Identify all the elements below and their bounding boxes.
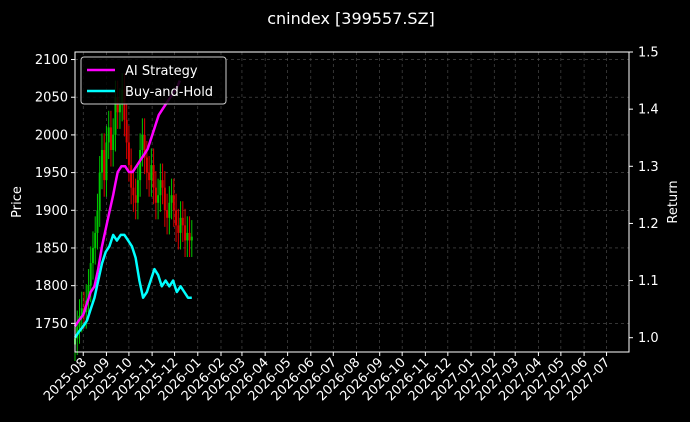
y2-tick-label: 1.5	[638, 46, 659, 61]
candle-body	[166, 210, 169, 218]
candle-body	[132, 187, 135, 196]
candle-body	[143, 134, 146, 158]
candle-body	[127, 142, 130, 166]
candle-body	[190, 236, 193, 241]
candle-body	[175, 210, 178, 226]
candle-body	[125, 119, 128, 143]
candle-body	[157, 195, 160, 203]
right-y-axis: 1.0 1.1 1.2 1.3 1.4 1.5	[629, 46, 659, 346]
candle-body	[89, 263, 92, 286]
candle-body	[100, 149, 103, 173]
series-line-buy-and-hold	[73, 233, 192, 339]
y-tick-label: 1800	[35, 279, 68, 294]
candle-body	[145, 157, 148, 173]
candle-body	[163, 187, 166, 211]
y-tick-label: 1850	[35, 241, 68, 256]
candle-body	[161, 180, 164, 188]
candle-body	[159, 180, 162, 196]
y-tick-label: 1900	[35, 204, 68, 219]
return-lines	[73, 80, 192, 339]
candle-body	[186, 232, 189, 241]
y-tick-label: 2000	[35, 128, 68, 143]
chart-title: cnindex [399557.SZ]	[267, 9, 435, 28]
candle-body	[112, 134, 115, 150]
price-candles	[74, 73, 193, 362]
candle-body	[130, 165, 133, 188]
legend-label-buy-and-hold: Buy-and-Hold	[125, 85, 213, 100]
candle-body	[105, 142, 108, 181]
legend-box	[80, 56, 227, 105]
candle-body	[98, 172, 101, 211]
candle-body	[80, 308, 83, 316]
candle-body	[184, 225, 187, 241]
candle-body	[123, 89, 126, 120]
candle-body	[154, 187, 157, 203]
plot-frame	[74, 51, 630, 353]
candle-body	[179, 217, 182, 233]
candle-body	[118, 104, 121, 113]
candle-body	[188, 232, 191, 241]
y-axis-label: Price	[10, 186, 25, 218]
y2-axis-label: Return	[666, 180, 681, 223]
y-tick-label: 2050	[35, 91, 68, 106]
series-line-ai-strategy	[73, 80, 181, 327]
y2-tick-label: 1.3	[638, 160, 659, 175]
candle-body	[107, 127, 110, 143]
candle-body	[150, 165, 153, 181]
legend: AI Strategy Buy-and-Hold	[80, 56, 227, 105]
candle-body	[181, 217, 184, 226]
candle-body	[136, 180, 139, 203]
candle-body	[116, 97, 119, 113]
candle-body	[109, 127, 112, 150]
candle-body	[94, 232, 97, 248]
candle-body	[168, 202, 171, 218]
y2-tick-label: 1.4	[638, 103, 659, 118]
y2-tick-label: 1.2	[638, 217, 659, 232]
y-tick-label: 1950	[35, 166, 68, 181]
y2-tick-label: 1.1	[638, 274, 659, 289]
candle-body	[177, 225, 180, 233]
candle-body	[170, 195, 173, 203]
candle-body	[141, 134, 144, 150]
legend-label-ai-strategy: AI Strategy	[125, 64, 198, 79]
candle-body	[103, 149, 106, 181]
candle-body	[148, 172, 151, 181]
left-y-axis: 1750 1800 1850 1900 1950 2000 2050 2100	[35, 53, 75, 332]
candle-body	[91, 247, 94, 264]
y-tick-label: 2100	[35, 53, 68, 68]
candle-body	[87, 285, 90, 301]
candle-body	[152, 165, 155, 188]
candle-body	[96, 210, 99, 233]
candle-body	[139, 149, 142, 181]
candle-body	[114, 97, 117, 135]
candle-body	[172, 195, 175, 211]
y-tick-label: 1750	[35, 317, 68, 332]
y2-tick-label: 1.0	[638, 331, 659, 346]
candle-body	[134, 195, 137, 203]
